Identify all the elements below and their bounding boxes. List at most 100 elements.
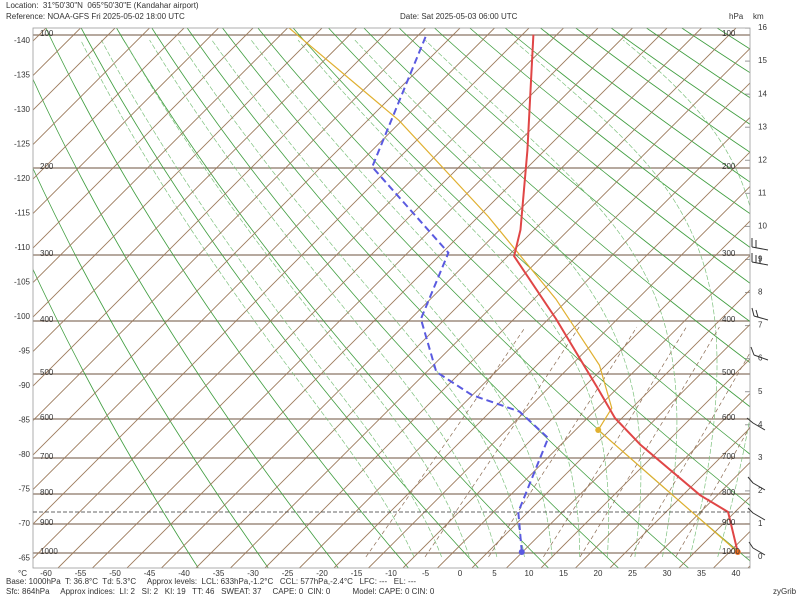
temperature-label: -115 (15, 209, 31, 218)
height-label: 13 (758, 122, 767, 131)
mixing-ratio (365, 326, 526, 558)
date: Date: Sat 2025-05-03 06:00 UTC (400, 12, 518, 21)
temperature-label: 15 (559, 569, 568, 578)
height-label: 2 (758, 486, 763, 495)
temperature-label: -40 (178, 569, 190, 578)
temperature-label: 20 (594, 569, 603, 578)
pressure-label: 800 (40, 488, 54, 497)
temperature-label: 0 (458, 569, 463, 578)
temperature-label: -35 (213, 569, 225, 578)
pressure-label: 700 (722, 452, 736, 461)
height-label: 7 (758, 321, 763, 330)
temperature-label: -50 (109, 569, 121, 578)
temperature-label: -110 (15, 243, 31, 252)
temperature-label: -100 (14, 312, 31, 321)
isotherm (33, 28, 219, 215)
dry-adiabat (33, 167, 269, 568)
temperature-label: -140 (14, 36, 31, 45)
isotherm (299, 116, 750, 568)
temperature-label: -90 (18, 381, 30, 390)
pressure-label: 600 (40, 413, 54, 422)
temperature-label: -125 (14, 140, 31, 149)
pressure-label: 500 (722, 368, 736, 377)
temperature-label: -45 (144, 569, 156, 578)
isotherm (33, 28, 495, 491)
height-label: 8 (758, 288, 763, 297)
temperature-label: 10 (525, 569, 534, 578)
footer-line: Sfc: 864hPa Approx indices: LI: 2 SI: 2 … (6, 587, 435, 596)
temperature-label: 5 (492, 569, 497, 578)
dry-adiabat (116, 28, 549, 568)
pressure-label: 500 (40, 368, 54, 377)
wind-barb (747, 507, 766, 556)
temperature-unit: °C (18, 569, 27, 578)
isotherm (33, 28, 392, 387)
isotherm (33, 28, 357, 353)
isotherm (161, 28, 702, 568)
pressure-label: 700 (40, 452, 54, 461)
pressure-unit: hPa (729, 12, 744, 21)
isotherm (540, 358, 750, 568)
pressure-label: 100 (722, 29, 736, 38)
isotherm (33, 28, 461, 456)
dry-adiabat (398, 28, 750, 323)
isotherm (33, 28, 323, 318)
moist-adiabat (149, 39, 498, 558)
pressure-label: 1000 (40, 547, 58, 556)
moist-adiabat (250, 39, 581, 557)
wind-barb (746, 417, 766, 491)
temperature-label: -130 (14, 105, 31, 114)
mixing-ratio (630, 352, 750, 558)
dry-adiabat (186, 28, 689, 568)
temperature-label: -80 (18, 450, 30, 459)
isotherm (33, 28, 564, 560)
isotherm (230, 47, 750, 568)
height-label: 9 (758, 255, 763, 264)
dry-adiabat (575, 28, 750, 153)
temperature-label: -25 (282, 569, 294, 578)
temperature-label: -75 (18, 485, 30, 494)
pressure-label: 300 (40, 249, 54, 258)
height-label: 10 (758, 222, 767, 231)
temperature-label: -55 (75, 569, 87, 578)
height-label: 15 (758, 56, 767, 65)
parcel-profile (288, 28, 739, 553)
dry-adiabat (33, 268, 199, 568)
temperature-label: -105 (14, 278, 31, 287)
plot-frame (32, 27, 751, 569)
dry-adiabat (151, 28, 619, 568)
temperature-label: 25 (628, 569, 637, 578)
dewpoint-profile (371, 34, 550, 553)
temperature-label: -60 (40, 569, 52, 578)
isotherm (575, 392, 750, 568)
isotherm (33, 28, 185, 180)
pressure-label: 200 (722, 162, 736, 171)
dry-adiabat (292, 28, 750, 455)
mixing-ratio (424, 326, 580, 558)
height-label: 1 (758, 519, 763, 528)
isotherm (644, 461, 750, 568)
pressure-label: 900 (40, 518, 54, 527)
parcel-point (595, 427, 602, 434)
dry-adiabat (363, 28, 750, 364)
pressure-label: 200 (40, 162, 54, 171)
dry-adiabat (33, 78, 339, 568)
profiles (288, 28, 741, 556)
grid (33, 28, 750, 568)
wind-barbs (746, 238, 769, 556)
temperature-label: -120 (14, 174, 31, 183)
dry-adiabat (610, 28, 750, 125)
isotherm (126, 28, 668, 568)
height-label: 6 (758, 354, 763, 363)
pressure-label: 300 (722, 249, 736, 258)
isotherm (57, 28, 599, 568)
temperature-label: -135 (14, 71, 31, 80)
temperature-label: 40 (732, 569, 741, 578)
moist-adiabat (123, 39, 470, 558)
wind-barb (750, 307, 769, 361)
isotherm (195, 28, 737, 568)
isotherm (33, 28, 254, 249)
reference: Reference: NOAA-GFS Fri 2025-05-02 18:00… (6, 12, 185, 21)
